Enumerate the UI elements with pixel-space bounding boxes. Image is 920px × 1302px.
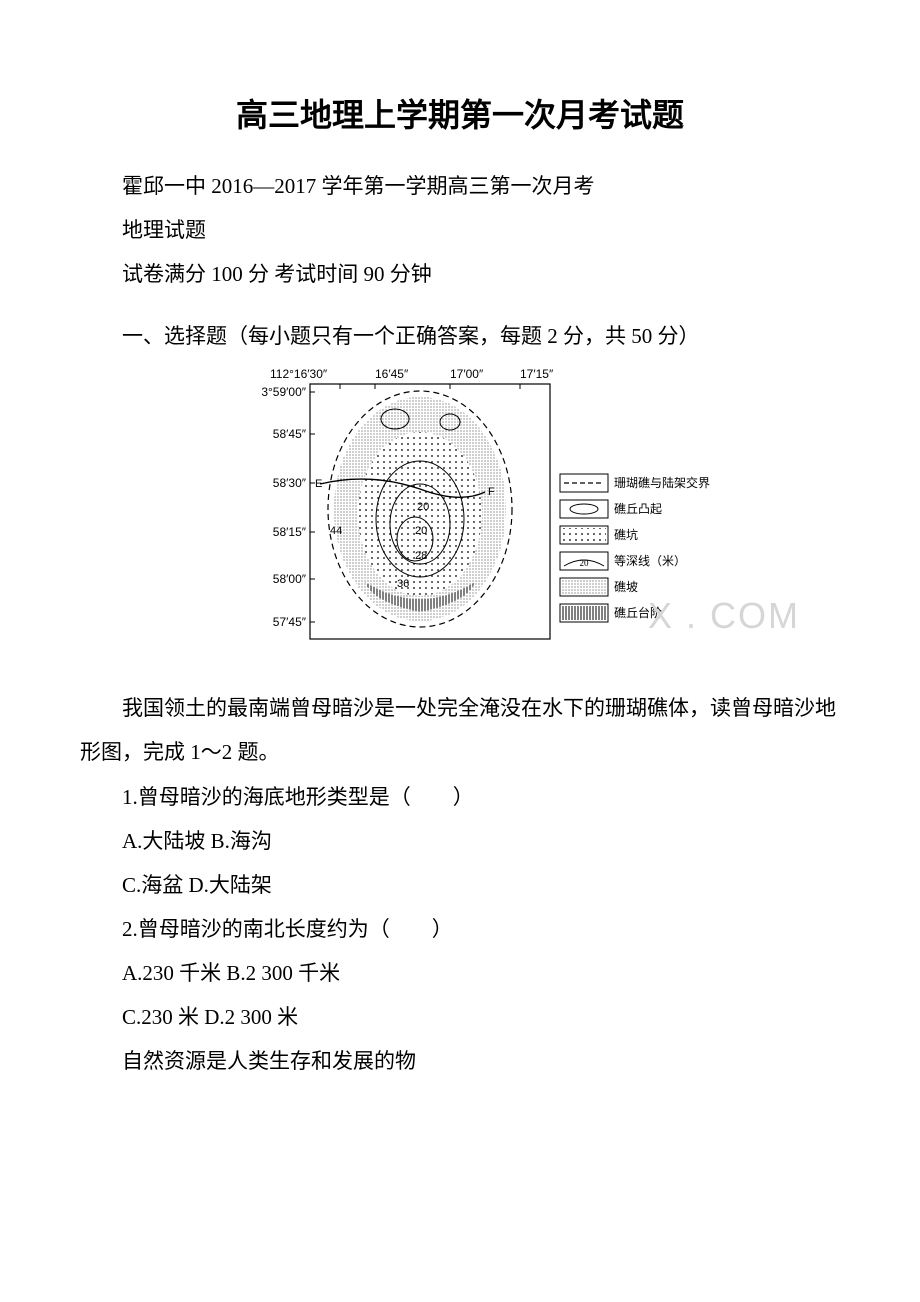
svg-text:3°59′00″: 3°59′00″ xyxy=(261,385,306,399)
svg-text:17′00″: 17′00″ xyxy=(450,367,484,381)
svg-text:58′00″: 58′00″ xyxy=(273,572,307,586)
exam-meta: 试卷满分 100 分 考试时间 90 分钟 xyxy=(80,252,840,296)
exam-school-year: 霍邱一中 2016—2017 学年第一学期高三第一次月考 xyxy=(80,164,840,208)
svg-text:58′15″: 58′15″ xyxy=(273,525,307,539)
svg-text:等深线（米）: 等深线（米） xyxy=(614,554,686,568)
question-1-options-row-1: A.大陆坡 B.海沟 xyxy=(80,819,840,863)
svg-text:礁坡: 礁坡 xyxy=(614,579,638,594)
svg-text:礁丘台阶: 礁丘台阶 xyxy=(614,605,662,620)
question-2-options-row-1: A.230 千米 B.2 300 千米 xyxy=(80,951,840,995)
section-1-heading: 一、选择题（每小题只有一个正确答案，每题 2 分，共 50 分） xyxy=(80,314,840,358)
svg-text:20: 20 xyxy=(415,525,427,537)
svg-text:36: 36 xyxy=(397,578,409,590)
question-2: 2.曾母暗沙的南北长度约为（ ） xyxy=(80,907,840,951)
exam-subject: 地理试题 xyxy=(80,208,840,252)
question-1-options-row-2: C.海盆 D.大陆架 xyxy=(80,863,840,907)
svg-text:57′45″: 57′45″ xyxy=(273,615,307,629)
svg-text:珊瑚礁与陆架交界: 珊瑚礁与陆架交界 xyxy=(614,475,710,490)
svg-text:16′45″: 16′45″ xyxy=(375,367,409,381)
svg-text:F: F xyxy=(488,486,495,498)
figure-zengmu-map: 112°16′30″ 16′45″ 17′00″ 17′15″ 3°59′00″ 58′4… xyxy=(220,364,730,664)
svg-text:20: 20 xyxy=(580,558,590,568)
svg-text:20: 20 xyxy=(417,501,429,513)
svg-text:112°16′30″: 112°16′30″ xyxy=(270,367,328,381)
svg-text:44: 44 xyxy=(330,525,342,537)
question-2-options-row-2: C.230 米 D.2 300 米 xyxy=(80,995,840,1039)
page-title: 高三地理上学期第一次月考试题 xyxy=(80,90,840,136)
question-1: 1.曾母暗沙的海底地形类型是（ ） xyxy=(80,775,840,819)
svg-text:58′30″: 58′30″ xyxy=(273,476,307,490)
svg-text:礁坑: 礁坑 xyxy=(614,527,638,542)
svg-text:28: 28 xyxy=(415,550,427,562)
passage-1: 我国领土的最南端曾母暗沙是一处完全淹没在水下的珊瑚礁体，读曾母暗沙地形图，完成 … xyxy=(80,686,840,774)
svg-text:礁丘凸起: 礁丘凸起 xyxy=(614,501,662,516)
trailing-text: 自然资源是人类生存和发展的物 xyxy=(80,1039,840,1083)
svg-text:E: E xyxy=(315,478,322,490)
svg-text:17′15″: 17′15″ xyxy=(520,367,554,381)
svg-text:58′45″: 58′45″ xyxy=(273,427,307,441)
